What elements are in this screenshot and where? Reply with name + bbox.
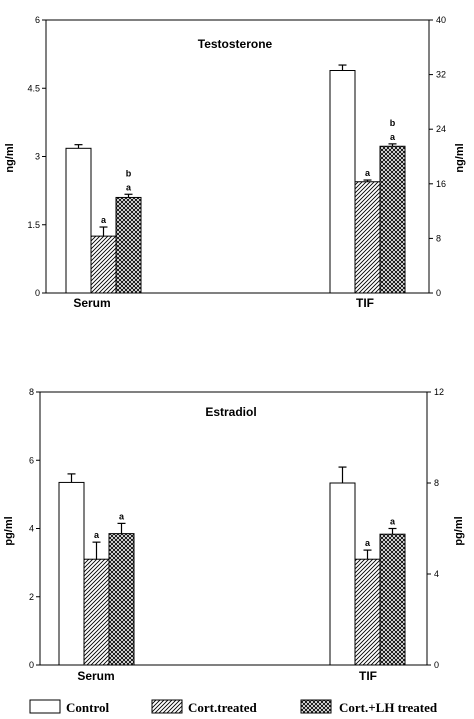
significance-label: a [365, 538, 371, 548]
category-label: TIF [356, 296, 374, 310]
category-label: Serum [77, 669, 114, 683]
y-axis-label-right: ng/ml [454, 143, 466, 172]
y-tick-label-left: 2 [29, 592, 34, 602]
bar-open [329, 70, 356, 294]
legend-label: Cort.treated [188, 700, 257, 715]
category-label: TIF [359, 669, 377, 683]
bar-crosshatch [115, 196, 142, 294]
legend-swatch-diagonal-hatch [151, 699, 183, 714]
y-axis-label-left: ng/ml [4, 143, 16, 172]
bar-open [329, 482, 356, 666]
bar-open [58, 481, 85, 666]
y-tick-label-right: 0 [436, 288, 441, 298]
chart-title: Estradiol [205, 405, 256, 419]
estradiol-chart: Estradiol pg/ml pg/ml 0 2 4 6 8 0 4 8 12 a a a a S… [3, 387, 465, 683]
bar-diagonal-hatch [90, 235, 117, 294]
testosterone-chart: Testosterone ng/ml ng/ml 0 1.5 3 4.5 6 0 8 16 2… [4, 15, 466, 310]
legend-label: Control [66, 700, 109, 715]
y-tick-label-left: 6 [29, 455, 34, 465]
legend-swatch-crosshatch [300, 699, 332, 714]
bar-diagonal-hatch [354, 181, 381, 294]
legend: Control Cort.treated Cort.+LH treated [29, 699, 438, 715]
bar-diagonal-hatch [83, 558, 110, 666]
legend-item-cort-treated: Cort.treated [151, 699, 257, 715]
category-label: Serum [73, 296, 110, 310]
significance-label: a [365, 168, 371, 178]
chart-title: Testosterone [198, 37, 273, 51]
y-tick-label-left: 0 [29, 660, 34, 670]
significance-label: a [390, 517, 396, 527]
significance-label: a [101, 215, 107, 225]
bar-crosshatch [379, 145, 406, 294]
bar-diagonal-hatch [354, 558, 381, 666]
y-tick-label-left: 4 [29, 524, 34, 534]
y-tick-label-left: 3 [35, 152, 40, 162]
bar-open [65, 147, 92, 294]
significance-label: a [126, 182, 132, 192]
y-tick-label-right: 4 [434, 569, 439, 579]
y-tick-label-right: 32 [436, 70, 446, 80]
y-tick-label-right: 24 [436, 124, 446, 134]
y-tick-label-right: 8 [434, 478, 439, 488]
y-tick-label-left: 1.5 [27, 220, 40, 230]
bar-crosshatch [379, 533, 406, 666]
y-axis-label-left: pg/ml [3, 516, 15, 545]
significance-label: a [390, 132, 396, 142]
y-tick-label-left: 6 [35, 15, 40, 25]
significance-label: b [390, 118, 396, 128]
significance-label: b [126, 168, 132, 178]
y-axis-label-right: pg/ml [453, 516, 465, 545]
legend-item-cort-lh-treated: Cort.+LH treated [300, 699, 438, 715]
legend-item-control: Control [29, 699, 109, 715]
y-tick-label-left: 4.5 [27, 83, 40, 93]
significance-label: a [119, 511, 125, 521]
y-tick-label-right: 40 [436, 15, 446, 25]
y-tick-label-right: 8 [436, 233, 441, 243]
y-tick-label-left: 0 [35, 288, 40, 298]
y-tick-label-right: 0 [434, 660, 439, 670]
bar-crosshatch [108, 533, 135, 666]
y-tick-label-left: 8 [29, 387, 34, 397]
legend-label: Cort.+LH treated [339, 700, 438, 715]
legend-swatch-open [29, 699, 61, 714]
y-tick-label-right: 12 [434, 387, 444, 397]
y-tick-label-right: 16 [436, 179, 446, 189]
significance-label: a [94, 530, 100, 540]
